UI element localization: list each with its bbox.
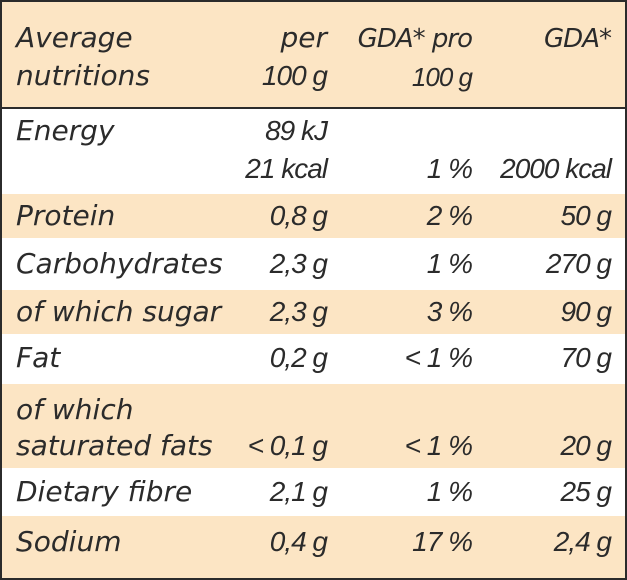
row-per100-kj: 89 kJ bbox=[265, 115, 328, 146]
row-gda-pct: 1 % bbox=[426, 476, 473, 507]
row-name: Dietary fibre bbox=[16, 475, 193, 508]
row-gda-pct: 1 % bbox=[426, 248, 473, 279]
table-row: Energy 89 kJ 21 kcal 1 % 2000 kcal bbox=[2, 109, 625, 194]
row-per100: 21 kcal bbox=[245, 153, 328, 184]
row-gda: 2000 kcal bbox=[500, 153, 612, 184]
table-row: of which sugar 2,3 g 3 % 90 g bbox=[2, 290, 625, 334]
row-gda: 90 g bbox=[560, 296, 612, 327]
header-per: per bbox=[280, 21, 327, 54]
header-gda-pro: GDA* pro bbox=[357, 24, 473, 54]
header-nutritions: nutritions bbox=[16, 59, 150, 92]
row-per100: 2,3 g bbox=[269, 248, 328, 279]
row-name-line2: saturated fats bbox=[16, 429, 213, 462]
row-per100: 2,1 g bbox=[269, 476, 328, 507]
row-gda: 25 g bbox=[560, 476, 612, 507]
row-name: Carbohydrates bbox=[16, 247, 223, 280]
row-gda: 2,4 g bbox=[553, 526, 612, 557]
row-gda-pct: 3 % bbox=[426, 296, 473, 327]
header-gda: GDA* bbox=[544, 24, 612, 54]
table-row: Fat 0,2 g < 1 % 70 g bbox=[2, 336, 625, 384]
row-per100: 0,2 g bbox=[269, 342, 328, 373]
header-average: Average bbox=[16, 21, 133, 54]
header-divider bbox=[2, 107, 625, 109]
row-gda-pct: 2 % bbox=[426, 200, 473, 231]
row-gda: 70 g bbox=[560, 342, 612, 373]
header-100g: 100 g bbox=[261, 60, 328, 91]
row-per100: 2,3 g bbox=[269, 296, 328, 327]
table-row: Protein 0,8 g 2 % 50 g bbox=[2, 194, 625, 238]
row-gda-pct: < 1 % bbox=[404, 430, 473, 461]
table-row: of which saturated fats < 0,1 g < 1 % 20… bbox=[2, 384, 625, 468]
table-row: Sodium 0,4 g 17 % 2,4 g bbox=[2, 516, 625, 578]
row-name: Energy bbox=[16, 114, 115, 147]
row-name: Sodium bbox=[16, 525, 122, 558]
row-gda-pct: < 1 % bbox=[404, 342, 473, 373]
row-per100: 0,4 g bbox=[269, 526, 328, 557]
row-per100: < 0,1 g bbox=[247, 430, 328, 461]
row-name: Fat bbox=[16, 341, 61, 374]
row-divider bbox=[2, 238, 625, 242]
row-gda: 20 g bbox=[560, 430, 612, 461]
table-row: Dietary fibre 2,1 g 1 % 25 g bbox=[2, 468, 625, 516]
row-name: of which sugar bbox=[16, 295, 222, 328]
row-gda: 270 g bbox=[545, 248, 612, 279]
header-row: Average nutritions per 100 g GDA* pro 10… bbox=[2, 2, 625, 107]
row-per100: 0,8 g bbox=[269, 200, 328, 231]
row-name-line1: of which bbox=[16, 393, 134, 426]
table-row: Carbohydrates 2,3 g 1 % 270 g bbox=[2, 242, 625, 286]
header-gda-100g: 100 g bbox=[411, 62, 473, 92]
row-gda-pct: 1 % bbox=[426, 153, 473, 184]
row-gda: 50 g bbox=[560, 200, 612, 231]
row-name: Protein bbox=[16, 199, 116, 232]
row-gda-pct: 17 % bbox=[412, 526, 473, 557]
